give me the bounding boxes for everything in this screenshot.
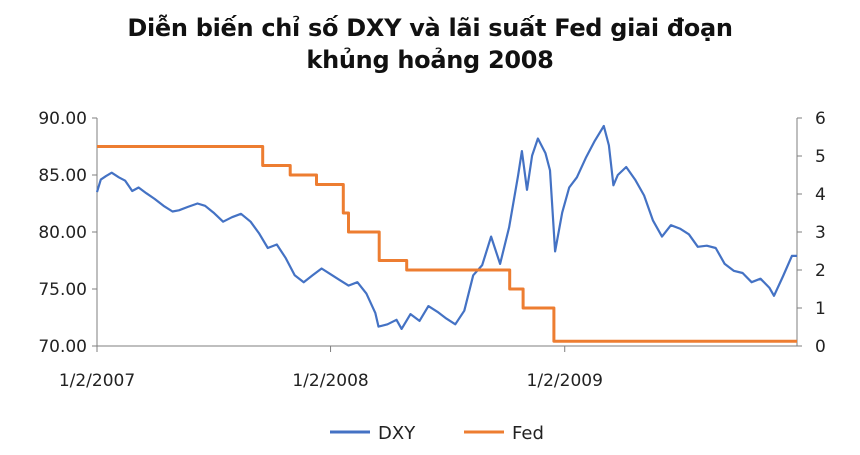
y-right-tick-label: 0 [815, 337, 826, 357]
y-right-tick-label: 4 [815, 185, 826, 205]
y-right-tick-label: 1 [815, 299, 826, 319]
legend-label-fed: Fed [512, 423, 544, 444]
plot-area [95, 124, 797, 343]
x-tick-label: 1/2/2007 [59, 371, 135, 391]
legend: DXY Fed [330, 423, 544, 444]
y-left-tick-label: 75.00 [38, 280, 87, 300]
y-left-tick-label: 70.00 [38, 337, 87, 357]
chart-title: Diễn biến chỉ số DXY và lãi suất Fed gia… [0, 12, 860, 76]
y-right-tick-label: 2 [815, 261, 826, 281]
y-left-tick-label: 90.00 [38, 109, 87, 129]
legend-label-dxy: DXY [378, 423, 416, 444]
y-left-tick-label: 80.00 [38, 223, 87, 243]
series-line-dxy [95, 124, 797, 330]
y-right-tick-label: 5 [815, 147, 826, 167]
chart-title-line-1: Diễn biến chỉ số DXY và lãi suất Fed gia… [127, 14, 733, 42]
x-tick-label: 1/2/2009 [527, 371, 603, 391]
y-left-tick-label: 85.00 [38, 166, 87, 186]
axes: 70.00 75.00 80.00 85.00 90.00 0 1 2 3 4 5 6 1/2/2007… [38, 109, 826, 391]
chart-title-line-2: khủng hoảng 2008 [306, 46, 554, 74]
y-right-tick-label: 6 [815, 109, 826, 129]
x-tick-label: 1/2/2008 [292, 371, 368, 391]
series-line-fed [97, 145, 797, 343]
y-right-tick-label: 3 [815, 223, 826, 243]
